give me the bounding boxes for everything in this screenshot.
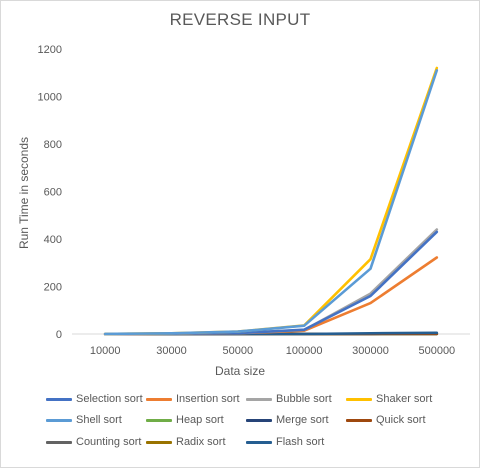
legend-swatch — [346, 397, 372, 401]
x-tick-label: 50000 — [223, 345, 254, 357]
x-axis-label: Data size — [214, 364, 266, 378]
legend-swatch — [246, 418, 272, 422]
y-tick-label: 1200 — [38, 44, 62, 56]
series-line-selection-sort — [103, 230, 439, 336]
legend-label: Insertion sort — [176, 393, 240, 405]
legend-swatch — [246, 440, 272, 444]
x-tick-label: 300000 — [352, 345, 389, 357]
legend-swatch — [146, 440, 172, 444]
legend-item: Shaker sort — [346, 393, 432, 405]
legend-swatch — [346, 418, 372, 422]
y-tick-label: 200 — [44, 282, 62, 294]
legend-label: Shell sort — [76, 414, 122, 426]
legend-swatch — [146, 418, 172, 422]
legend-label: Quick sort — [376, 414, 426, 426]
y-tick-label: 0 — [56, 329, 62, 341]
legend-label: Flash sort — [276, 436, 325, 448]
series-line-shaker-sort — [103, 66, 439, 336]
legend-item: Shell sort — [46, 414, 122, 426]
y-tick-label: 400 — [44, 234, 62, 246]
x-tick-label: 500000 — [418, 345, 455, 357]
legend-swatch — [46, 397, 72, 401]
legend-label: Merge sort — [276, 414, 329, 426]
x-tick-label: 10000 — [90, 345, 121, 357]
x-tick-label: 100000 — [286, 345, 323, 357]
legend-label: Bubble sort — [276, 393, 332, 405]
legend-swatch — [146, 397, 172, 401]
legend-item: Selection sort — [46, 393, 143, 405]
legend-item: Counting sort — [46, 436, 141, 448]
series-line-shell-sort — [103, 69, 439, 336]
legend-item: Radix sort — [146, 436, 226, 448]
legend-item: Heap sort — [146, 414, 224, 426]
legend-item: Quick sort — [346, 414, 426, 426]
y-tick-label: 800 — [44, 139, 62, 151]
legend-swatch — [246, 397, 272, 401]
legend-label: Shaker sort — [376, 393, 433, 405]
legend-label: Counting sort — [76, 436, 142, 448]
legend-item: Insertion sort — [146, 393, 240, 405]
y-tick-label: 1000 — [38, 92, 62, 104]
y-tick-label: 600 — [44, 187, 62, 199]
legend-label: Selection sort — [76, 393, 143, 405]
legend-item: Merge sort — [246, 414, 329, 426]
legend-swatch — [46, 440, 72, 444]
chart-title: REVERSE INPUT — [169, 10, 311, 29]
x-tick-label: 30000 — [156, 345, 187, 357]
legend-item: Flash sort — [246, 436, 324, 448]
legend-item: Bubble sort — [246, 393, 332, 405]
legend-label: Heap sort — [176, 414, 224, 426]
legend-swatch — [46, 418, 72, 422]
series-line-insertion-sort — [103, 256, 439, 336]
legend-label: Radix sort — [176, 436, 226, 448]
